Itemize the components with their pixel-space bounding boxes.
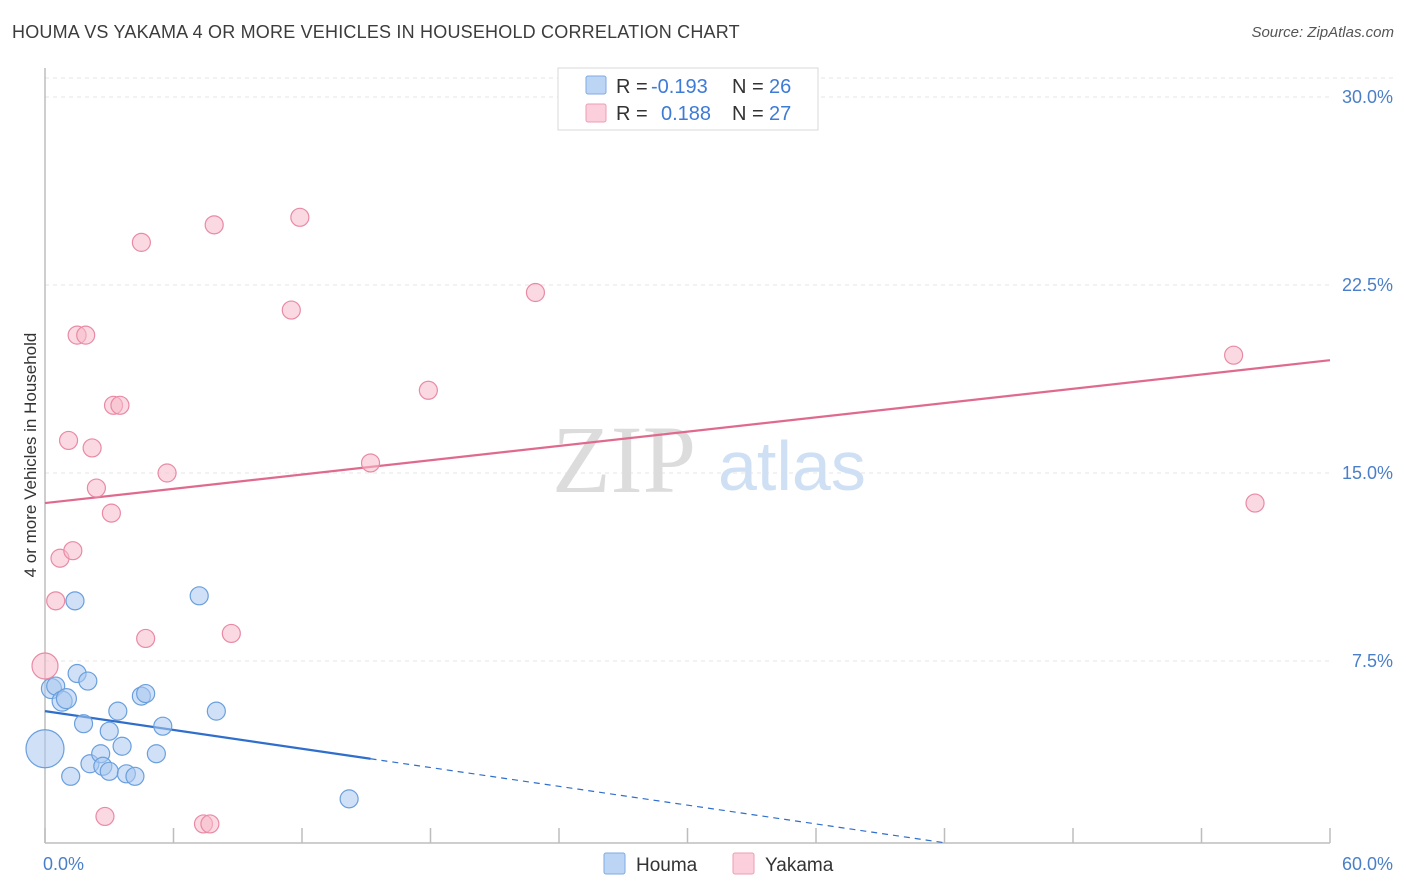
legend-yakama-label: Yakama [765, 855, 834, 876]
data-point-yakama [110, 395, 130, 415]
y-tick-labels: 7.5% 15.0% 22.5% 30.0% [1342, 87, 1393, 671]
data-point-yakama [131, 232, 151, 252]
data-point-yakama [101, 503, 121, 523]
axes [44, 68, 1331, 844]
x-tick-label: 60.0% [1342, 854, 1393, 874]
data-point-yakama [136, 628, 156, 649]
data-point-yakama [31, 652, 59, 680]
data-point-yakama [290, 207, 310, 227]
y-tick-label: 22.5% [1342, 275, 1393, 295]
data-point-houma [108, 701, 128, 721]
chart-title: HOUMA VS YAKAMA 4 OR MORE VEHICLES IN HO… [12, 22, 740, 42]
x-tick-label: 0.0% [43, 854, 84, 874]
data-point-houma [99, 721, 119, 741]
legend-houma-label: Houma [636, 855, 698, 876]
yakama-swatch [585, 103, 607, 123]
watermark: ZIP atlas [552, 406, 866, 513]
data-point-yakama [1224, 345, 1244, 365]
data-point-yakama [95, 806, 115, 827]
data-point-houma [339, 789, 359, 809]
data-point-yakama [525, 282, 546, 303]
houma-r-label: R = [616, 76, 648, 98]
data-point-yakama [46, 591, 66, 611]
data-point-yakama [281, 300, 301, 320]
data-point-yakama [360, 453, 381, 473]
yakama-r-label: R = [616, 103, 648, 125]
y-tick-label: 30.0% [1342, 87, 1393, 107]
data-point-houma [65, 591, 85, 611]
data-point-houma [99, 761, 119, 781]
data-point-yakama [157, 463, 177, 483]
source-credit: Source: ZipAtlas.com [1251, 24, 1394, 41]
data-point-houma [125, 766, 145, 786]
houma-swatch [585, 75, 607, 95]
data-point-houma [206, 701, 226, 721]
data-points [25, 207, 1265, 834]
legend-houma-swatch [603, 852, 626, 875]
data-point-houma [146, 744, 166, 764]
y-axis-label: 4 or more Vehicles in Household [21, 333, 40, 578]
data-point-houma [61, 766, 81, 786]
data-point-yakama [82, 438, 102, 458]
data-point-yakama [76, 325, 96, 345]
legend-yakama-swatch [732, 852, 755, 875]
trend-line-yakama [44, 359, 1331, 505]
data-point-yakama [86, 478, 107, 498]
data-point-houma [78, 671, 98, 691]
data-point-houma [73, 714, 94, 734]
data-point-yakama [200, 814, 220, 834]
data-point-yakama [58, 430, 79, 451]
data-point-houma [153, 716, 173, 736]
trend-line-extension-houma [370, 758, 947, 844]
y-tick-label: 7.5% [1352, 651, 1393, 671]
data-point-yakama [204, 215, 224, 235]
y-tick-label: 15.0% [1342, 463, 1393, 483]
data-point-yakama [418, 380, 438, 400]
trend-lines [44, 359, 1331, 844]
data-point-yakama [63, 541, 83, 561]
x-tick-labels: 0.0% 60.0% [43, 854, 1393, 874]
data-point-yakama [221, 623, 241, 644]
stats-legend: R = -0.193 N = 26 R = 0.188 N = 27 [557, 67, 819, 131]
data-point-houma [112, 736, 132, 756]
houma-n-label: N = [732, 76, 764, 98]
data-point-houma [55, 687, 78, 710]
series-legend: Houma Yakama [603, 852, 834, 876]
houma-n-value: 26 [769, 76, 791, 98]
watermark-zip: ZIP [552, 406, 696, 513]
watermark-atlas: atlas [718, 427, 866, 505]
data-point-houma [25, 729, 65, 769]
houma-r-value: -0.193 [651, 76, 708, 98]
yakama-n-label: N = [732, 103, 764, 125]
trend-line-houma [44, 710, 371, 760]
yakama-n-value: 27 [769, 103, 791, 125]
data-point-houma [189, 586, 209, 606]
data-point-yakama [1245, 493, 1265, 513]
data-point-houma [136, 683, 156, 704]
grid-lines [45, 77, 1393, 662]
yakama-r-value: 0.188 [661, 103, 711, 125]
